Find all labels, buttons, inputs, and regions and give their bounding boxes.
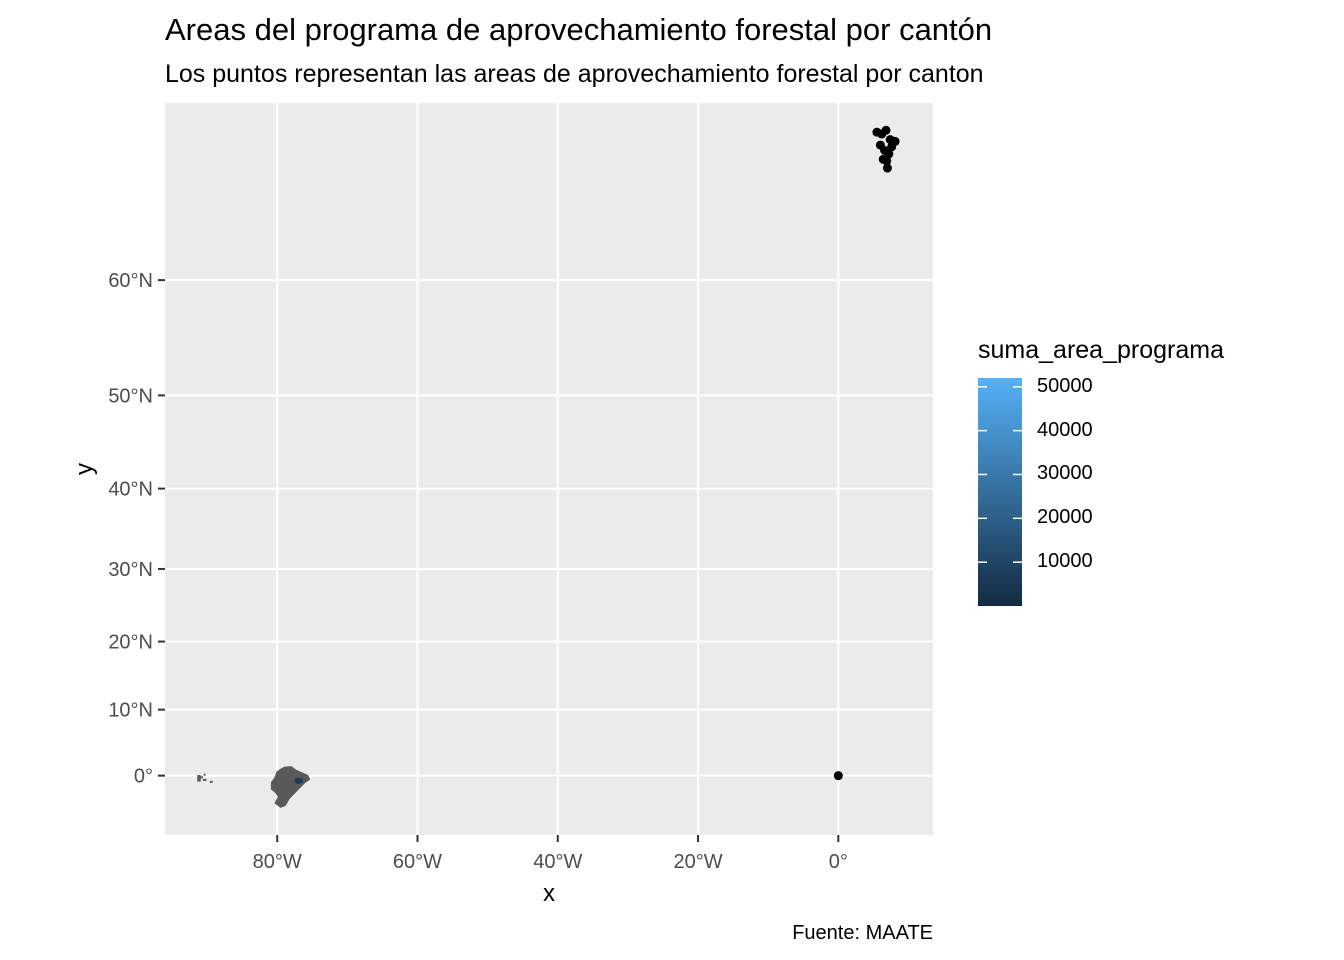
x-tick-label: 20°W [673,851,722,873]
legend-break-label: 10000 [1037,550,1093,573]
data-point [881,125,891,135]
legend-break-label: 30000 [1037,462,1093,485]
y-tick-label: 60°N [108,270,153,292]
chart-caption: Fuente: MAATE [792,922,933,944]
x-tick-label: 60°W [393,851,442,873]
data-point [878,154,888,164]
legend-colorbar-ticks [978,386,1022,563]
galapagos-island [200,776,203,779]
y-tick-label: 20°N [108,632,153,654]
legend-break-label: 50000 [1037,374,1093,397]
x-tick-label: 40°W [533,851,582,873]
y-tick-label: 10°N [108,700,153,722]
y-tick-label: 40°N [108,479,153,501]
plot-panel [165,103,933,835]
legend-break-label: 40000 [1037,418,1093,441]
x-tick-label: 0° [829,851,848,873]
legend-break-label: 20000 [1037,506,1093,529]
galapagos-island [209,780,213,783]
axes: 80°W 60°W 40°W 20°W 0° 0° 10°N 20°N 30°N 40°N 50°N… [108,270,848,873]
region-layer [197,766,311,808]
x-axis-title: x [543,880,555,907]
y-tick-label: 0° [134,766,153,788]
high-area-canton-region [294,777,304,785]
galapagos-island [202,778,207,781]
legend-colorbar [978,378,1022,606]
x-tick-label: 80°W [253,851,302,873]
data-point [882,163,892,173]
point-layer [833,125,900,781]
galapagos-island [203,773,206,776]
galapagos-islands-region [197,773,213,783]
chart-subtitle: Los puntos representan las areas de apro… [165,60,984,88]
galapagos-island [197,774,201,782]
y-tick-label: 50°N [108,385,153,407]
y-axis-title: y [71,463,98,475]
data-point [887,142,897,152]
chart-title: Areas del programa de aprovechamiento fo… [165,12,993,47]
legend-title: suma_area_programa [978,336,1224,364]
data-point [884,149,894,159]
y-tick-label: 30°N [108,559,153,581]
ecuador-mainland-region [270,766,311,808]
data-point [833,771,843,781]
